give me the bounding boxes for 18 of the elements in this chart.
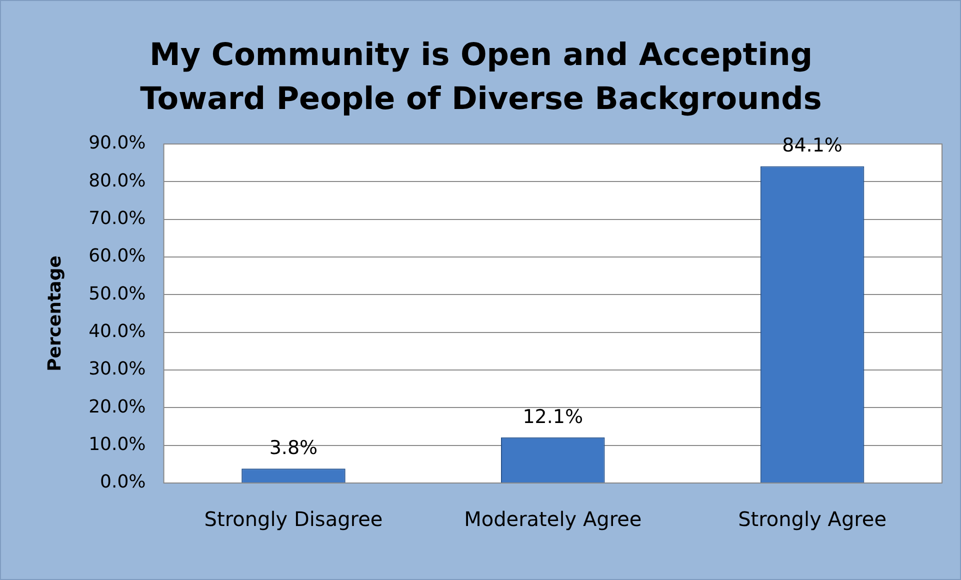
x-tick-label: Moderately Agree (464, 507, 642, 532)
y-tick-label: 30.0% (88, 358, 146, 380)
y-tick-label: 10.0% (88, 434, 146, 456)
data-label: 3.8% (269, 437, 318, 460)
data-label: 84.1% (782, 134, 842, 157)
y-axis-title: Percentage (44, 256, 66, 372)
y-tick-label: 40.0% (88, 321, 146, 342)
y-tick-label: 60.0% (88, 246, 146, 267)
y-tick-label: 50.0% (88, 283, 146, 304)
y-tick-label: 20.0% (88, 396, 146, 418)
chart-title: My Community is Open and Accepting Toward People of Diverse Backgrounds (139, 36, 823, 119)
y-tick-label: 70.0% (88, 208, 146, 230)
x-tick-label: Strongly Disagree (204, 507, 383, 532)
y-tick-label: 90.0% (88, 132, 146, 154)
data-label: 12.1% (522, 406, 584, 428)
y-tick-label: 80.0% (88, 170, 146, 192)
y-tick-label: 0.0% (100, 472, 146, 493)
x-tick-label: Strongly Agree (738, 507, 887, 532)
